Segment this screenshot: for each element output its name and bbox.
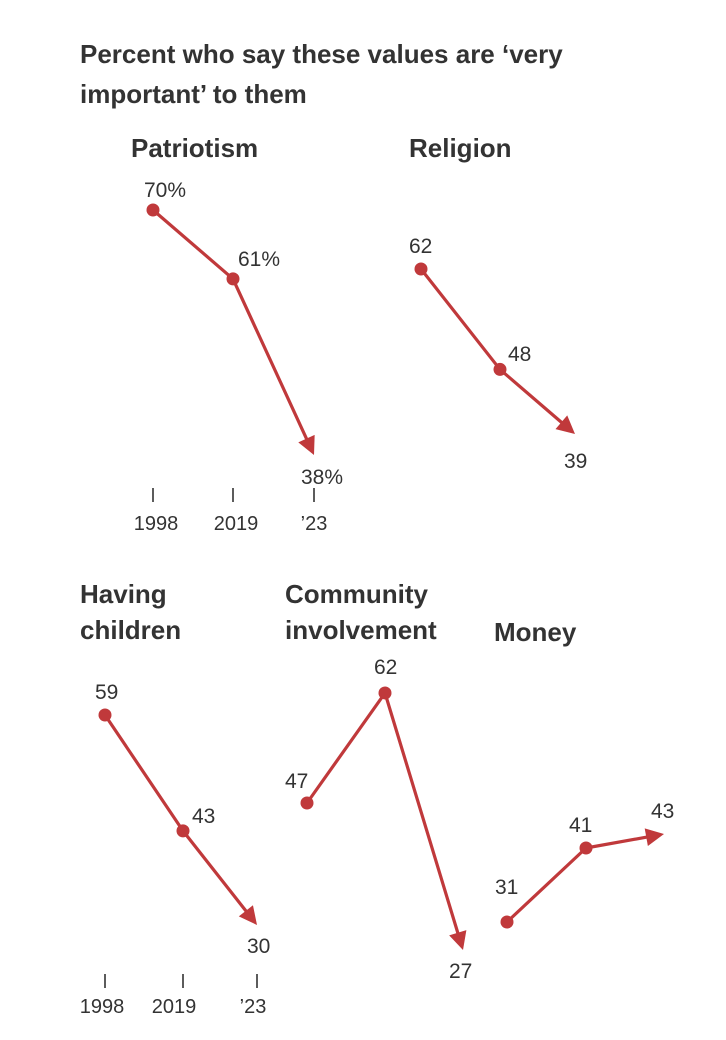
data-label: 43 xyxy=(192,805,215,828)
panel-money: Money 31 41 43 xyxy=(494,617,674,929)
series-line xyxy=(305,691,387,805)
x-tick-label: 2019 xyxy=(214,513,259,535)
data-label: 31 xyxy=(495,876,518,899)
series-line xyxy=(419,267,502,372)
data-label: 70% xyxy=(144,179,186,202)
x-tick-label: 2019 xyxy=(152,996,197,1018)
data-label: 62 xyxy=(374,656,397,679)
series-line xyxy=(151,208,235,281)
arrow-head xyxy=(555,415,575,434)
data-label: 47 xyxy=(285,770,308,793)
series-line xyxy=(231,277,309,441)
series-line xyxy=(498,367,563,424)
x-tick-label: 1998 xyxy=(80,996,125,1018)
data-label: 61% xyxy=(238,248,280,271)
data-label: 38% xyxy=(301,466,343,489)
data-point xyxy=(378,686,392,700)
panel-title: Community xyxy=(285,579,429,609)
arrow-head xyxy=(238,905,257,925)
panel-title: Having xyxy=(80,579,167,609)
data-label: 30 xyxy=(247,935,270,958)
data-point xyxy=(300,796,314,810)
panel-title: involvement xyxy=(285,615,437,645)
panel-patriotism: Patriotism 70% 61% 38% 1998 2019 ’23 xyxy=(131,133,343,535)
data-label: 41 xyxy=(569,814,592,837)
x-tick-label: ’23 xyxy=(301,513,328,535)
panel-title: Money xyxy=(494,617,577,647)
data-point xyxy=(226,272,240,286)
data-point xyxy=(500,915,514,929)
panel-title: children xyxy=(80,615,181,645)
panel-community-involvement: Community involvement 47 62 27 xyxy=(285,579,472,983)
data-label: 39 xyxy=(564,450,587,473)
data-point xyxy=(493,362,507,376)
x-tick-label: 1998 xyxy=(134,513,179,535)
panel-title: Patriotism xyxy=(131,133,258,163)
series-line xyxy=(181,829,248,913)
series-line xyxy=(505,846,588,924)
data-label: 59 xyxy=(95,681,118,704)
data-point xyxy=(414,262,428,276)
chart-title: Percent who say these values are ‘very i… xyxy=(80,39,563,109)
series-line xyxy=(103,713,185,833)
panel-religion: Religion 62 48 39 xyxy=(409,133,587,473)
arrow-head xyxy=(644,828,664,847)
arrow-head xyxy=(449,930,467,950)
series-line xyxy=(584,835,648,850)
x-tick-label: ’23 xyxy=(240,996,267,1018)
data-point xyxy=(579,841,593,855)
data-point xyxy=(98,708,112,722)
series-line xyxy=(383,691,460,935)
data-label: 27 xyxy=(449,960,472,983)
data-label: 48 xyxy=(508,343,531,366)
arrow-head xyxy=(298,434,315,455)
panel-having-children: Having children 59 43 30 1998 2019 ’23 xyxy=(80,579,271,1018)
data-label: 43 xyxy=(651,800,674,823)
data-point xyxy=(146,203,160,217)
data-point xyxy=(176,824,190,838)
panel-title: Religion xyxy=(409,133,512,163)
data-label: 62 xyxy=(409,235,432,258)
